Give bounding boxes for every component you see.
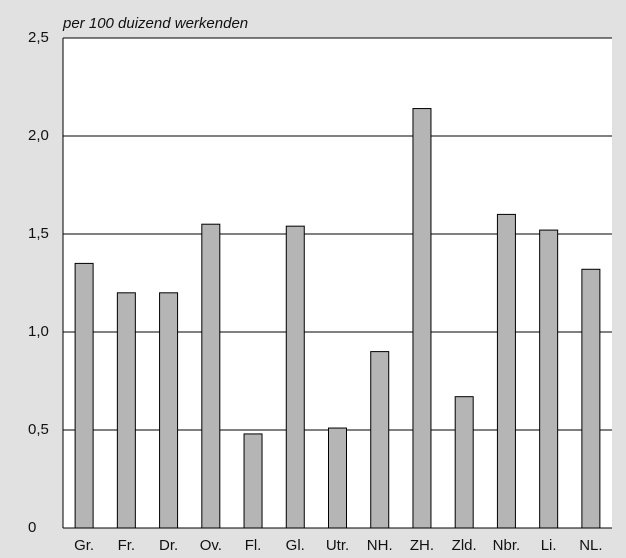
x-tick-label: Zld. [452,537,477,554]
y-axis-label: per 100 duizend werkenden [62,15,248,32]
bar [539,229,559,529]
bar [370,351,390,529]
x-tick-label: NH. [367,537,393,554]
y-tick-label: 0,5 [28,421,49,438]
x-tick-label: Nbr. [493,537,521,554]
x-tick-label: Gr. [74,537,94,554]
bar [454,396,474,529]
y-tick-label: 0 [28,519,36,536]
y-tick-label: 1,0 [28,323,49,340]
bar [201,223,221,529]
x-tick-label: Utr. [326,537,349,554]
x-tick-label: Fl. [245,537,262,554]
y-tick-label: 2,5 [28,29,49,46]
x-tick-label: Li. [541,537,557,554]
x-tick-label: Dr. [159,537,178,554]
bar [285,225,305,529]
bar [496,213,516,529]
x-tick-label: ZH. [410,537,434,554]
x-tick-label: Gl. [286,537,305,554]
x-tick-label: Fr. [118,537,136,554]
bar [412,108,432,529]
x-tick-label: Ov. [200,537,222,554]
bar [581,268,601,529]
bar [328,427,347,529]
y-tick-label: 1,5 [28,225,49,242]
bar [116,292,136,529]
bar [159,292,179,529]
y-tick-label: 2,0 [28,127,49,144]
bar [243,433,263,529]
x-tick-label: NL. [579,537,602,554]
bar [74,262,94,529]
